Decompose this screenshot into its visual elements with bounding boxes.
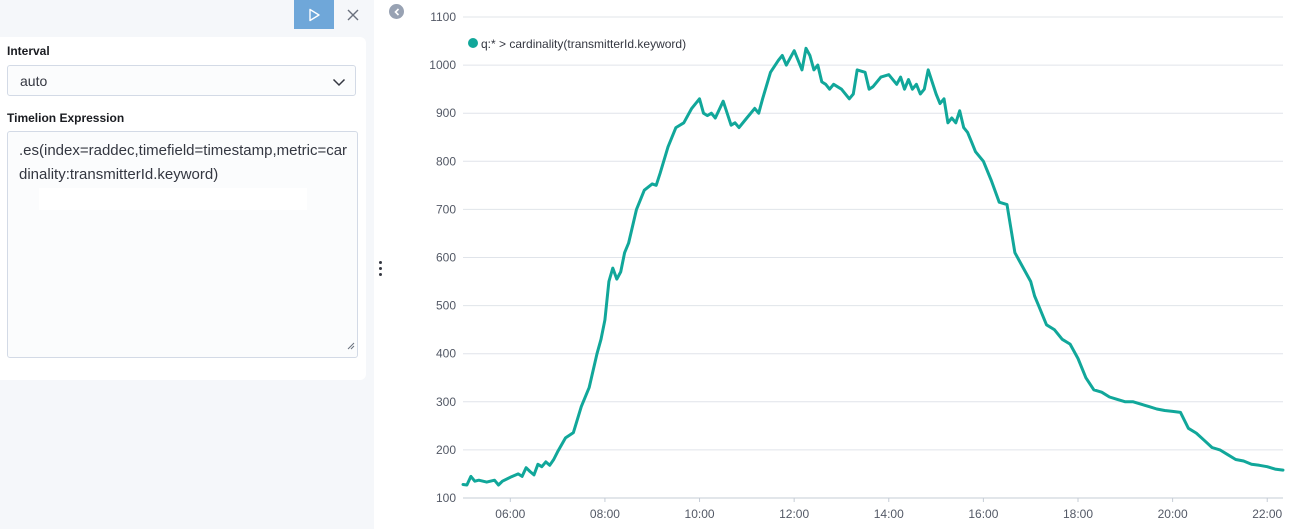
y-tick-label: 700 bbox=[436, 202, 456, 216]
y-tick-label: 800 bbox=[436, 154, 456, 168]
resize-handle[interactable] bbox=[378, 259, 384, 277]
y-tick-label: 100 bbox=[436, 491, 456, 505]
y-tick-label: 600 bbox=[436, 251, 456, 265]
chevron-left-icon bbox=[393, 7, 401, 16]
interval-label: Interval bbox=[7, 44, 50, 58]
handle-dot bbox=[379, 273, 382, 276]
x-tick-label: 16:00 bbox=[968, 507, 998, 521]
x-tick-label: 18:00 bbox=[1063, 507, 1093, 521]
y-tick-label: 500 bbox=[436, 299, 456, 313]
expression-text: .es(index=raddec,timefield=timestamp,met… bbox=[19, 142, 348, 183]
y-tick-label: 1000 bbox=[429, 58, 456, 72]
suggestion-popover bbox=[39, 188, 307, 210]
close-icon bbox=[347, 9, 359, 21]
resize-grip-icon[interactable] bbox=[347, 337, 355, 355]
run-button[interactable] bbox=[294, 0, 334, 29]
y-tick-label: 900 bbox=[436, 106, 456, 120]
y-tick-label: 300 bbox=[436, 395, 456, 409]
x-tick-label: 14:00 bbox=[874, 507, 904, 521]
timelion-chart: 100 200 300 400 500 600 700 800 900 1000 1100 06:0… bbox=[429, 10, 1285, 521]
legend[interactable]: q:* > cardinality(transmitterId.keyword) bbox=[468, 37, 686, 51]
x-tick-label: 22:00 bbox=[1252, 507, 1282, 521]
editor-panel: Interval auto Timelion Expression .es(in… bbox=[0, 37, 366, 380]
handle-dot bbox=[379, 261, 382, 264]
legend-label: q:* > cardinality(transmitterId.keyword) bbox=[481, 37, 686, 51]
editor-toolbar bbox=[0, 0, 366, 36]
x-tick-label: 06:00 bbox=[495, 507, 525, 521]
editor-sidebar: Interval auto Timelion Expression .es(in… bbox=[0, 0, 374, 529]
y-tick-label: 400 bbox=[436, 347, 456, 361]
legend-swatch bbox=[468, 38, 478, 48]
x-tick-label: 20:00 bbox=[1158, 507, 1188, 521]
play-icon bbox=[307, 8, 321, 22]
series-line bbox=[461, 46, 1285, 487]
close-button[interactable] bbox=[341, 3, 365, 27]
handle-dot bbox=[379, 267, 382, 270]
expression-textarea[interactable]: .es(index=raddec,timefield=timestamp,met… bbox=[7, 131, 358, 358]
x-tick-label: 10:00 bbox=[685, 507, 715, 521]
interval-select[interactable]: auto bbox=[7, 65, 356, 96]
expression-label: Timelion Expression bbox=[7, 111, 125, 125]
interval-select-value: auto bbox=[20, 73, 48, 89]
chevron-down-icon bbox=[332, 75, 346, 93]
y-tick-label: 200 bbox=[436, 443, 456, 457]
x-tick-label: 08:00 bbox=[590, 507, 620, 521]
x-tick-label: 12:00 bbox=[779, 507, 809, 521]
y-tick-label: 1100 bbox=[430, 10, 456, 24]
collapse-sidebar-button[interactable] bbox=[389, 4, 404, 19]
